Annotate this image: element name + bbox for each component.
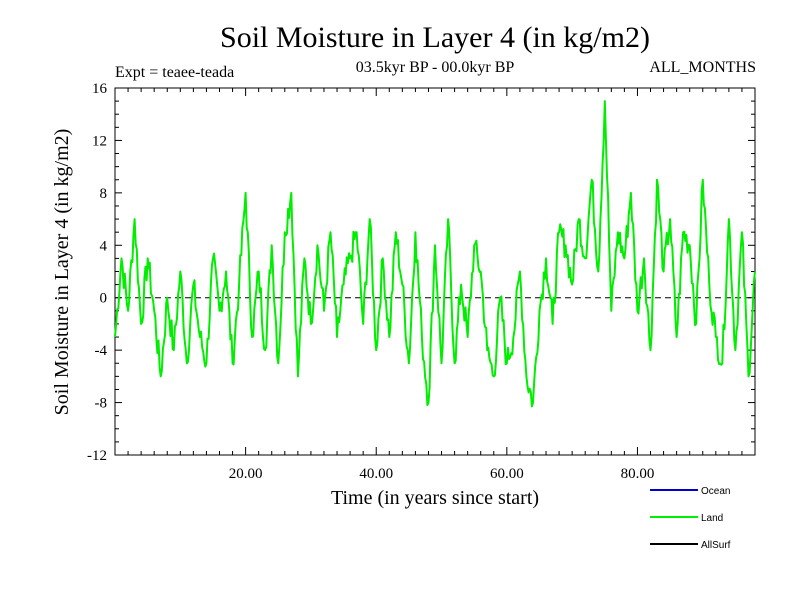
y-axis: -12 -8 -4 0 4 8 12 16 bbox=[87, 81, 755, 464]
chart-subtitle: 03.5kyr BP - 00.0kyr BP bbox=[356, 59, 515, 76]
chart-title: Soil Moisture in Layer 4 (in kg/m2) bbox=[220, 21, 650, 54]
experiment-label: Expt = teaee-teada bbox=[115, 64, 234, 81]
y-tick-label: 8 bbox=[100, 186, 108, 202]
y-tick-label: 16 bbox=[92, 81, 108, 97]
series-line-land bbox=[114, 100, 756, 408]
legend-label-ocean: Ocean bbox=[701, 486, 730, 497]
legend-label-allsurf: AllSurf bbox=[701, 540, 731, 551]
x-axis-label: Time (in years since start) bbox=[331, 487, 539, 509]
y-tick-label: -4 bbox=[95, 343, 108, 359]
y-tick-label: 4 bbox=[100, 238, 108, 254]
y-tick-label: -12 bbox=[87, 448, 107, 464]
x-tick-label: 40.00 bbox=[359, 466, 393, 482]
season-label: ALL_MONTHS bbox=[649, 59, 756, 76]
x-tick-label: 60.00 bbox=[490, 466, 524, 482]
y-tick-label: -8 bbox=[95, 396, 108, 412]
x-tick-label: 80.00 bbox=[621, 466, 655, 482]
legend-label-land: Land bbox=[701, 513, 723, 524]
y-axis-label: Soil Moisture in Layer 4 (in kg/m2) bbox=[51, 129, 73, 416]
y-tick-label: 12 bbox=[92, 133, 107, 149]
y-tick-label: 0 bbox=[100, 291, 108, 307]
legend: Ocean Land AllSurf bbox=[650, 486, 731, 551]
x-axis: 20.00 40.00 60.00 80.00 bbox=[127, 88, 743, 482]
x-tick-label: 20.00 bbox=[229, 466, 263, 482]
series-group bbox=[114, 100, 756, 408]
